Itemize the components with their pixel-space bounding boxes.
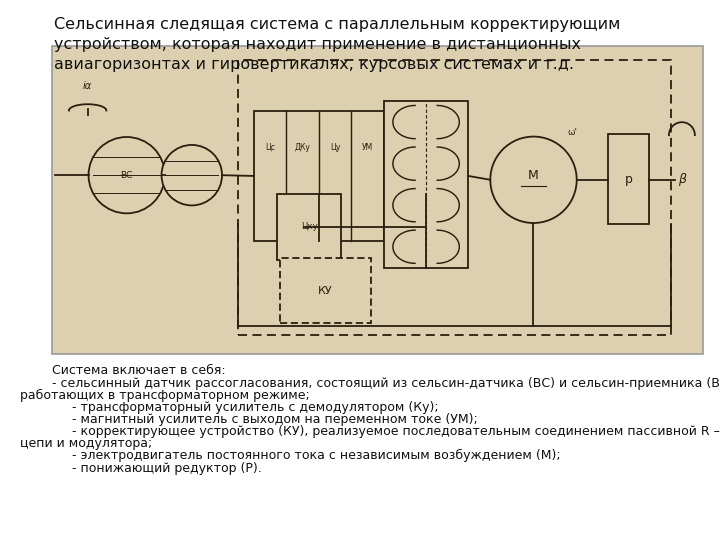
Text: Цс: Цс — [265, 143, 275, 152]
Text: - магнитный усилитель с выходом на переменном токе (УМ);: - магнитный усилитель с выходом на перем… — [72, 413, 478, 426]
Text: iα: iα — [83, 81, 92, 91]
Ellipse shape — [490, 137, 577, 223]
Text: цепи и модулятора;: цепи и модулятора; — [20, 437, 153, 450]
Text: ДКу: ДКу — [294, 143, 310, 152]
Text: β: β — [678, 173, 686, 186]
Text: - электродвигатель постоянного тока с независимым возбуждением (М);: - электродвигатель постоянного тока с не… — [72, 449, 561, 462]
Text: УМ: УМ — [362, 143, 373, 152]
Text: КУ: КУ — [318, 286, 333, 295]
Ellipse shape — [89, 137, 165, 213]
Text: ω': ω' — [567, 127, 577, 137]
Bar — [608, 133, 649, 225]
Text: работающих в трансформаторном режиме;: работающих в трансформаторном режиме; — [20, 389, 310, 402]
Bar — [277, 194, 341, 260]
Text: - понижающий редуктор (Р).: - понижающий редуктор (Р). — [72, 462, 262, 475]
Bar — [253, 111, 384, 241]
Text: М: М — [528, 169, 539, 182]
Bar — [384, 102, 469, 267]
Text: - трансформаторный усилитель с демодулятором (Ку);: - трансформаторный усилитель с демодулят… — [72, 401, 438, 414]
Bar — [279, 258, 371, 323]
Text: ВС: ВС — [120, 171, 133, 180]
Text: р: р — [624, 172, 632, 186]
Ellipse shape — [161, 145, 222, 205]
Text: Цку: Цку — [301, 222, 318, 231]
Text: Система включает в себя:: Система включает в себя: — [52, 364, 225, 377]
Text: Сельсинная следящая система с параллельным корректирующим
устройством, которая н: Сельсинная следящая система с параллельн… — [54, 17, 621, 72]
Bar — [238, 60, 672, 335]
Text: - сельсинный датчик рассогласования, состоящий из сельсин-датчика (ВС) и сельсин: - сельсинный датчик рассогласования, сос… — [52, 377, 720, 390]
Bar — [52, 46, 703, 354]
Text: Цу: Цу — [330, 143, 340, 152]
Text: - корректирующее устройство (КУ), реализуемое последовательным соединением пасси: - корректирующее устройство (КУ), реализ… — [72, 426, 720, 438]
